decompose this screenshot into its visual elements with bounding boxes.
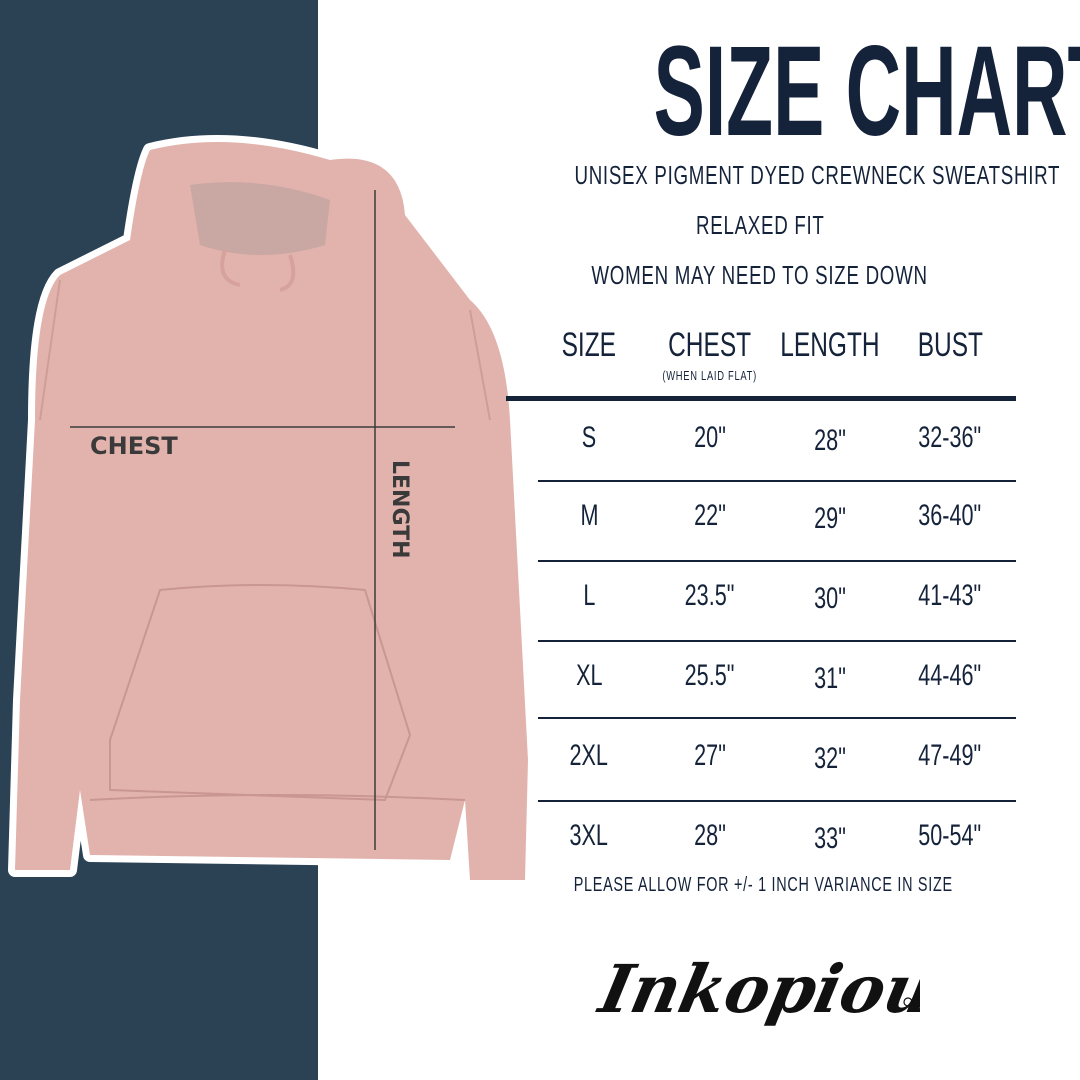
row-divider xyxy=(538,640,1016,642)
row-divider xyxy=(538,480,1016,482)
variance-footnote: PLEASE ALLOW FOR +/- 1 INCH VARIANCE IN … xyxy=(573,874,953,896)
cell-chest: 28" xyxy=(694,819,726,852)
cell-bust: 50-54" xyxy=(918,819,982,852)
header-divider xyxy=(506,396,1016,401)
chest-label: CHEST xyxy=(90,432,178,460)
chest-note: (WHEN LAID FLAT) xyxy=(662,368,758,383)
cell-size: 3XL xyxy=(569,819,609,852)
row-divider xyxy=(538,800,1016,802)
page-title: SIZE CHART xyxy=(653,20,1080,163)
cell-length: 32" xyxy=(814,742,846,775)
subtitle-fit: RELAXED FIT xyxy=(695,210,825,240)
cell-chest: 22" xyxy=(694,499,726,532)
cell-size: L xyxy=(582,579,596,612)
cell-size: S xyxy=(581,421,597,454)
cell-size: 2XL xyxy=(569,739,609,772)
header-bust: BUST xyxy=(917,326,983,364)
svg-text:Inkopious: Inkopious xyxy=(591,950,920,1028)
header-size: SIZE xyxy=(561,326,617,364)
cell-length: 31" xyxy=(814,662,846,695)
cell-size: M xyxy=(580,499,598,532)
cell-bust: 47-49" xyxy=(918,739,982,772)
row-divider xyxy=(538,560,1016,562)
cell-length: 33" xyxy=(814,822,846,855)
cell-bust: 44-46" xyxy=(918,659,982,692)
cell-chest: 25.5" xyxy=(685,659,735,692)
row-divider xyxy=(538,717,1016,719)
hoodie-image xyxy=(8,135,535,887)
cell-bust: 36-40" xyxy=(918,499,982,532)
cell-length: 30" xyxy=(814,582,846,615)
subtitle-product: UNISEX PIGMENT DYED CREWNECK SWEATSHIRT xyxy=(574,160,1061,190)
cell-length: 29" xyxy=(814,502,846,535)
cell-bust: 32-36" xyxy=(918,421,982,454)
inkopious-logo: Inkopious xyxy=(591,950,920,1028)
cell-chest: 20" xyxy=(694,421,726,454)
header-length: LENGTH xyxy=(780,326,880,364)
header-chest: CHEST xyxy=(668,326,752,364)
subtitle-sizing-note: WOMEN MAY NEED TO SIZE DOWN xyxy=(591,260,929,290)
length-label: LENGTH xyxy=(387,460,412,559)
cell-chest: 23.5" xyxy=(685,579,735,612)
cell-size: XL xyxy=(575,659,603,692)
cell-chest: 27" xyxy=(694,739,726,772)
cell-bust: 41-43" xyxy=(918,579,982,612)
cell-length: 28" xyxy=(814,424,846,457)
